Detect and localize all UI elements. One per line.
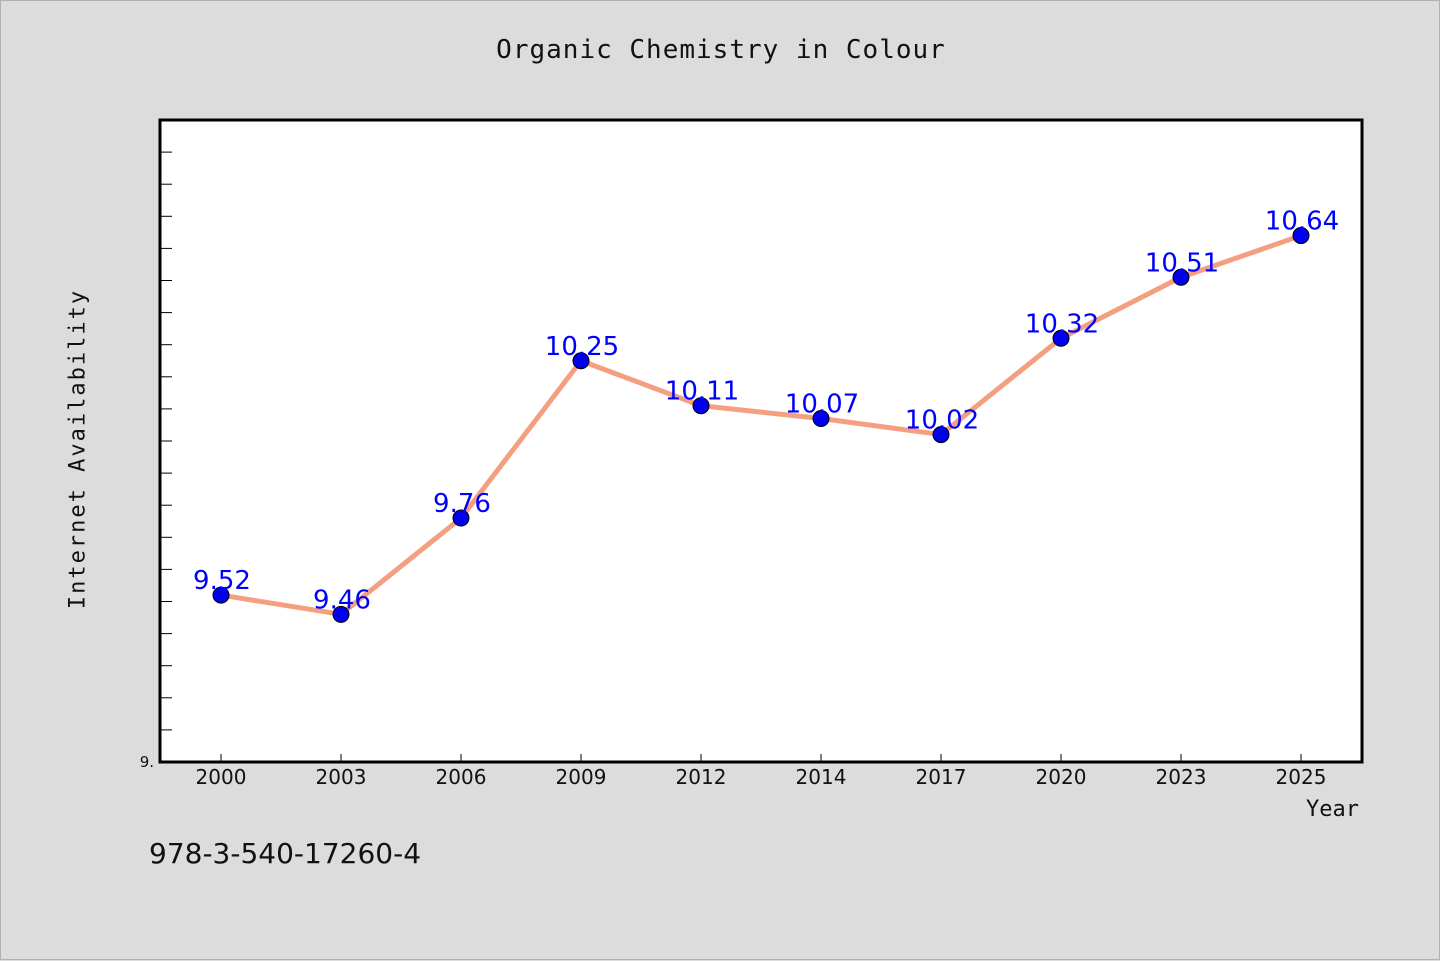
data-label: 10.07 — [785, 390, 859, 420]
data-label: 10.32 — [1025, 309, 1099, 339]
x-tick-label: 2012 — [676, 765, 727, 789]
data-label: 9.46 — [313, 585, 371, 615]
data-label: 10.51 — [1145, 248, 1219, 278]
data-point — [1172, 268, 1190, 286]
x-axis-label: Year — [1306, 797, 1359, 822]
chart-title: Organic Chemistry in Colour — [496, 35, 946, 65]
data-point — [932, 426, 950, 444]
data-label: 10.02 — [905, 406, 979, 436]
data-point — [572, 352, 590, 370]
x-tick-label: 2000 — [196, 765, 247, 789]
x-tick-label: 2009 — [556, 765, 607, 789]
data-point — [332, 605, 350, 623]
data-point — [1052, 329, 1070, 347]
x-tick-label: 2020 — [1036, 765, 1087, 789]
data-label: 10.25 — [545, 332, 619, 362]
data-point — [452, 509, 470, 527]
data-point — [212, 586, 230, 604]
y-tick-label: 9. — [140, 753, 154, 771]
data-label: 10.64 — [1265, 207, 1339, 237]
series-line — [220, 233, 1302, 617]
x-tick-label: 2023 — [1156, 765, 1207, 789]
x-tick-label: 2003 — [316, 765, 367, 789]
data-point — [692, 397, 710, 415]
x-tick-label: 2014 — [796, 765, 847, 789]
data-point — [812, 410, 830, 428]
data-label: 10.11 — [665, 377, 739, 407]
x-tick-label: 2006 — [436, 765, 487, 789]
data-label: 9.76 — [433, 489, 491, 519]
x-tick-label: 2017 — [916, 765, 967, 789]
data-label: 9.52 — [193, 566, 251, 596]
data-point — [1292, 227, 1310, 245]
footer-isbn: 978-3-540-17260-4 — [149, 837, 422, 870]
plot-area — [158, 118, 1364, 764]
x-tick-label: 2025 — [1276, 765, 1327, 789]
